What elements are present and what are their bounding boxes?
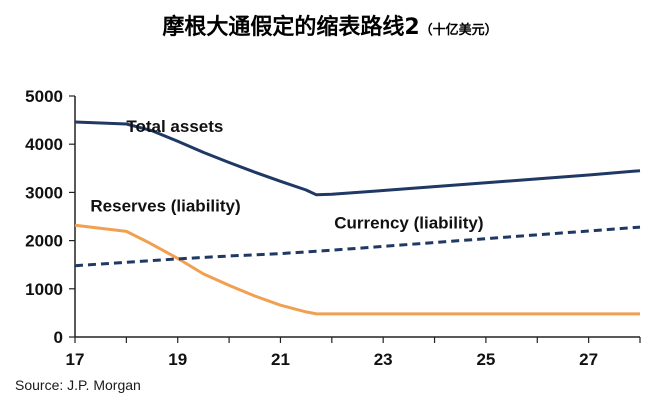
chart-title-unit: （十亿美元） <box>419 23 498 38</box>
x-tick-label: 25 <box>476 350 495 369</box>
x-tick-label: 19 <box>168 350 187 369</box>
y-tick-label: 4000 <box>25 135 63 154</box>
y-tick-label: 0 <box>54 328 63 347</box>
series-line-2 <box>74 225 641 268</box>
series-label-0: Total assets <box>126 117 223 136</box>
source-note: Source: J.P. Morgan <box>15 377 141 393</box>
y-tick-label: 5000 <box>25 87 63 106</box>
chart-title-text: 摩根大通假定的缩表路线2 <box>162 15 420 40</box>
chart-title: 摩根大通假定的缩表路线2（十亿美元） <box>0 9 660 41</box>
series-label-1: Reserves (liability) <box>90 197 240 216</box>
x-tick-label: 21 <box>271 350 290 369</box>
x-tick-label: 17 <box>66 350 85 369</box>
series-label-2: Currency (liability) <box>334 214 483 233</box>
y-tick-label: 1000 <box>25 280 63 299</box>
series-line-1 <box>74 223 640 316</box>
y-tick-label: 2000 <box>25 232 63 251</box>
series-line-0 <box>74 120 641 197</box>
x-tick-label: 23 <box>374 350 393 369</box>
y-tick-label: 3000 <box>25 183 63 202</box>
x-tick-label: 27 <box>579 350 598 369</box>
